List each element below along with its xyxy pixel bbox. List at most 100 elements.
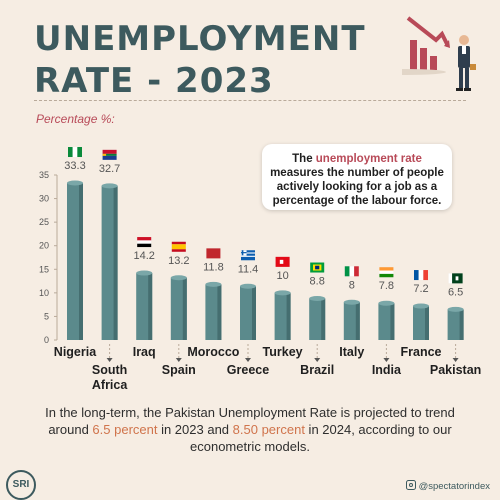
page-title: UNEMPLOYMENT RATE - 2023 — [34, 18, 366, 102]
flag-stripe — [77, 147, 82, 158]
flag-stripe — [279, 259, 284, 264]
y-tick-label: 5 — [44, 311, 49, 321]
flag-stripe — [206, 248, 221, 259]
country-flag-icon — [68, 147, 82, 158]
country-flag-icon — [310, 262, 325, 273]
bar-shade — [286, 292, 291, 340]
bar-value-label: 33.3 — [64, 160, 85, 172]
flag-stripe — [423, 270, 428, 281]
label-pointer-icon — [175, 358, 182, 362]
flag-stripe — [379, 267, 394, 271]
bar-shade — [355, 302, 360, 340]
bar-top — [67, 180, 83, 186]
bar-shade — [113, 185, 118, 340]
bar-top — [309, 296, 326, 302]
y-tick-label: 30 — [39, 194, 49, 204]
flag-stripe — [315, 265, 320, 270]
callout-text-before: The — [292, 153, 316, 165]
country-flag-icon — [241, 250, 255, 261]
bar-value-label: 6.5 — [448, 286, 463, 298]
bar-value-label: 32.7 — [99, 163, 120, 175]
flag-stripe — [241, 252, 247, 254]
bar-top — [378, 300, 395, 306]
flag-stripe — [137, 243, 152, 248]
flag-stripe — [68, 147, 73, 158]
flag-stripe — [241, 255, 255, 257]
declining-chart-businessman-illustration — [402, 16, 476, 91]
country-flag-icon — [414, 270, 428, 281]
bar-top — [205, 281, 222, 287]
title-line-1: UNEMPLOYMENT — [34, 19, 366, 59]
y-tick-label: 15 — [39, 264, 49, 274]
flag-stripe — [241, 250, 255, 261]
bar-value-label: 10 — [276, 270, 288, 282]
y-tick-label: 0 — [44, 335, 49, 345]
flag-stripe — [354, 266, 359, 277]
country-flag-icon — [102, 149, 117, 160]
category-label: Brazil — [300, 363, 334, 377]
bar-top — [101, 183, 118, 189]
category-label: Turkey — [263, 345, 303, 359]
bar-shade — [217, 284, 222, 340]
bar-value-label: 14.2 — [133, 250, 154, 262]
callout-text-after: measures the number of people actively l… — [270, 167, 444, 207]
country-flag-icon — [137, 237, 152, 248]
category-label: India — [372, 363, 402, 377]
category-label: South — [92, 363, 127, 377]
bar-top — [274, 290, 291, 296]
flag-stripe — [418, 270, 424, 281]
bar-value-label: 11.8 — [203, 261, 224, 273]
flag-stripe — [241, 252, 255, 254]
y-axis-title: Percentage %: — [36, 112, 115, 126]
y-tick-label: 25 — [39, 217, 49, 227]
flag-stripe — [137, 240, 152, 244]
y-tick-label: 20 — [39, 241, 49, 251]
bar-top — [136, 270, 153, 276]
flag-stripe — [102, 155, 117, 160]
category-label: Greece — [227, 363, 269, 377]
flag-stripe — [448, 273, 453, 284]
flag-stripe — [344, 266, 350, 277]
sri-logo: SRI — [6, 470, 36, 500]
flag-stripe — [102, 153, 107, 156]
definition-callout: The unemployment rate measures the numbe… — [262, 144, 452, 210]
bar-shade — [79, 183, 83, 340]
category-label: Italy — [339, 345, 364, 359]
flag-stripe — [72, 147, 78, 158]
callout-highlight: unemployment rate — [315, 153, 422, 165]
label-pointer-icon — [106, 358, 113, 362]
bar-shade — [252, 286, 256, 340]
country-flag-icon — [206, 248, 221, 259]
bar-value-label: 7.2 — [413, 283, 428, 295]
forecast-part-2: in 2023 and — [157, 422, 233, 437]
social-handle: @spectatorindex — [405, 480, 490, 492]
flag-stripe — [414, 270, 419, 281]
country-flag-icon — [171, 241, 186, 252]
bar-shade — [321, 298, 326, 340]
category-label: Nigeria — [54, 345, 97, 359]
flag-stripe — [102, 153, 117, 156]
flag-stripe — [349, 266, 355, 277]
bar-top — [413, 303, 429, 309]
forecast-highlight-2023: 6.5 percent — [92, 422, 158, 437]
forecast-part-3: in 2024, according to our econometric mo… — [190, 422, 452, 454]
y-tick-label: 10 — [39, 288, 49, 298]
flag-stripe — [455, 276, 459, 281]
forecast-part-1: In the long-term, the Pakistan Unemploym… — [45, 405, 455, 437]
bar-value-label: 8 — [349, 279, 355, 291]
category-label: Morocco — [187, 345, 239, 359]
bar-value-label: 8.8 — [310, 276, 325, 288]
category-label: Spain — [162, 363, 196, 377]
flag-stripe — [379, 270, 394, 274]
country-flag-icon — [448, 273, 463, 284]
bar-shade — [390, 303, 395, 340]
title-line-2: RATE - 2023 — [34, 61, 274, 101]
bar-top — [447, 306, 464, 312]
forecast-highlight-2024: 8.50 percent — [232, 422, 305, 437]
bar-value-label: 11.4 — [238, 263, 259, 275]
bar-top — [240, 283, 256, 289]
bar-shade — [459, 309, 464, 340]
label-pointer-icon — [383, 358, 390, 362]
category-label: France — [401, 345, 442, 359]
category-label: Africa — [92, 378, 128, 392]
